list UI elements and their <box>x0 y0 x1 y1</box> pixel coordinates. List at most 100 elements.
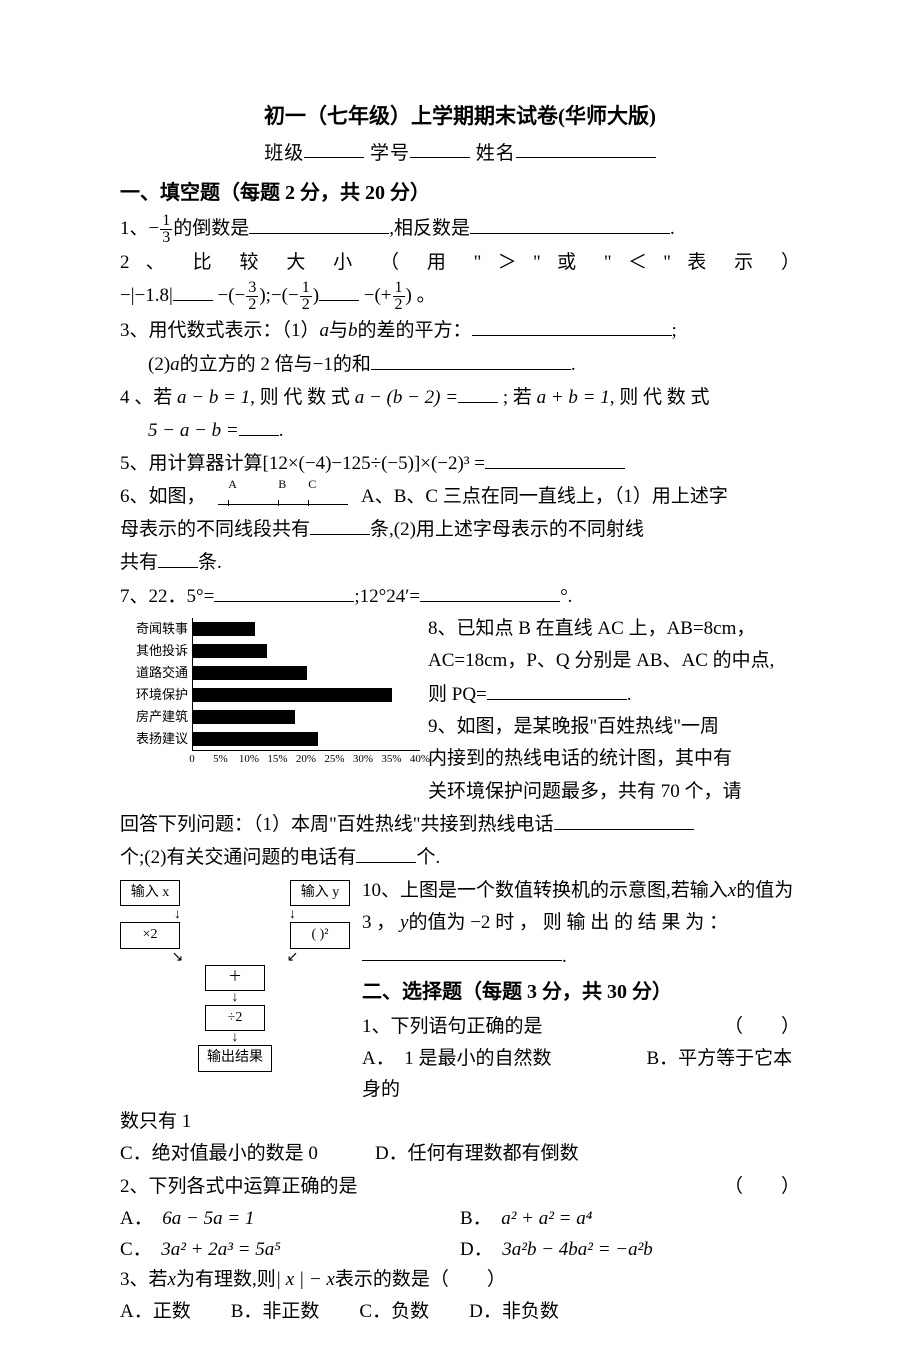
s2q1b2: 数只有 1 <box>120 1107 800 1137</box>
q9d: 回答下列问题：（1）本周"百姓热线"共接到热线电话 <box>120 809 800 840</box>
q7-blank2 <box>420 581 560 602</box>
q9e-end: 个. <box>416 847 440 868</box>
frac-num: 1 <box>160 213 172 230</box>
q10c-blank <box>362 941 562 962</box>
s2q2a-label: A． <box>120 1208 143 1229</box>
s2q2-row1: A． 6a − 5a = 1 B． a² + a² = a⁴ <box>120 1204 800 1234</box>
q3a-mid: 与 <box>329 320 348 341</box>
q6b: 母表示的不同线段共有条,(2)用上述字母表示的不同射线 <box>120 514 800 545</box>
line-point-label: A <box>228 475 237 494</box>
s2q3: 3、若x为有理数,则| x | − x表示的数是（ ） <box>120 1265 800 1295</box>
chart-bar-area <box>192 662 420 684</box>
chart-bar <box>193 644 267 658</box>
name-blank <box>516 138 656 159</box>
q6c: 共有条. <box>120 547 800 578</box>
q9c: 关环境保护问题最多，共有 70 个，请 <box>120 777 800 807</box>
chart-bar-area <box>192 728 420 750</box>
q2-period: 。 <box>417 285 436 306</box>
q7: 7、22．5°=;12°24′=°. <box>120 581 800 612</box>
var-a: a <box>320 320 330 341</box>
arrow-icon: ↙ <box>287 951 299 965</box>
fc-output: 输出结果 <box>198 1045 272 1071</box>
q10a-text: 10、上图是一个数值转换机的示意图,若输入 <box>362 880 728 901</box>
q6b-mid: 条,(2)用上述字母表示的不同射线 <box>370 519 644 540</box>
q4b-blank <box>239 415 279 436</box>
chart-bar <box>193 732 318 746</box>
n: 3 <box>246 280 258 297</box>
chart-tick: 5% <box>213 751 228 769</box>
q1-text-b: ,相反数是 <box>389 218 470 239</box>
q4b-expr: 5 − a − b = <box>148 420 239 441</box>
fc-input-x: 输入 x <box>120 880 180 906</box>
minus1: −1 <box>313 354 333 375</box>
chart-row: 奇闻轶事 <box>120 618 420 640</box>
fc-op2: ( )² <box>290 922 350 948</box>
var-x: x <box>728 880 736 901</box>
q4a-expr: a − (b − 2) = <box>355 387 458 408</box>
frac-1-2a: 12 <box>300 280 312 313</box>
chart-bar <box>193 666 307 680</box>
q6c-blank <box>158 547 198 568</box>
q4a-eq: a − b = 1 <box>177 387 250 408</box>
q4a-end: , 则 代 数 式 <box>610 387 710 408</box>
q9d-blank <box>554 809 694 830</box>
q2-blank1 <box>173 280 213 301</box>
q1-text-a: 的倒数是 <box>173 218 249 239</box>
student-info-line: 班级 学号 姓名 <box>120 138 800 169</box>
line-point-label: C <box>308 475 316 494</box>
chart-label: 环境保护 <box>120 685 192 706</box>
q2-blank2 <box>319 280 359 301</box>
q9e-text: 个;(2)有关交通问题的电话有 <box>120 847 356 868</box>
line-tick <box>308 500 309 506</box>
chart-tick: 0 <box>189 751 195 769</box>
q10b-a: 3 ， <box>362 912 400 933</box>
q2-expr2b: );−(− <box>259 285 298 306</box>
line-tick <box>228 500 229 506</box>
chart-label: 其他投诉 <box>120 641 192 662</box>
q3a-pre: 3、用代数式表示：（1） <box>120 320 320 341</box>
chart-row: 表扬建议 <box>120 728 420 750</box>
q8c-blank <box>487 679 627 700</box>
q5-expr: [12×(−4)−125÷(−5)]×(−2)³ = <box>263 453 486 474</box>
arrow-icon: ↓ <box>232 991 239 1005</box>
s2q2: 2、下列各式中运算正确的是 （ ） <box>120 1172 800 1202</box>
q2-expr2d: −(+ <box>364 285 392 306</box>
s2q3-mid: 为有理数,则 <box>176 1269 276 1290</box>
q3a-end: 的差的平方： <box>358 320 472 341</box>
fc-div: ÷2 <box>205 1005 265 1031</box>
q6a: 6、如图， ABC A、B、C 三点在同一直线上，（1）用上述字 <box>120 482 800 512</box>
chart-bar <box>193 688 392 702</box>
q5-blank <box>485 448 625 469</box>
line-diagram: ABC <box>218 489 348 505</box>
s2q2a-expr: 6a − 5a = 1 <box>162 1208 254 1229</box>
q1-num: 1、 <box>120 218 149 239</box>
s2q3-end: 表示的数是（ ） <box>335 1269 506 1290</box>
q7a-mid: ;12°24′= <box>354 586 420 607</box>
q1: 1、−13的倒数是,相反数是. <box>120 213 800 246</box>
frac-1-3: 13 <box>160 213 172 246</box>
d: 2 <box>300 297 312 313</box>
chart-bar-area <box>192 618 420 640</box>
s2q2-text: 2、下列各式中运算正确的是 <box>120 1176 358 1197</box>
q2-expr2a: −(− <box>218 285 246 306</box>
s2q2c-label: C． <box>120 1239 142 1260</box>
q1-blank2 <box>470 213 670 234</box>
fc-plus: ＋ <box>205 965 265 991</box>
section1-header: 一、填空题（每题 2 分，共 20 分） <box>120 177 800 209</box>
q10b-c: 时 ， 则 输 出 的 结 果 为 ： <box>495 912 728 933</box>
q7-blank1 <box>214 581 354 602</box>
q4a-mid: , 则 代 数 式 <box>250 387 355 408</box>
chart-tick: 35% <box>381 751 401 769</box>
q3b-pre: (2) <box>148 354 170 375</box>
chart-row: 道路交通 <box>120 662 420 684</box>
chart-axis: 05%10%15%20%25%30%35%40% <box>192 750 420 766</box>
arrow-icon: ↓ <box>232 1031 239 1045</box>
q3a-blank <box>472 315 672 336</box>
id-blank <box>410 138 470 159</box>
chart-row: 房产建筑 <box>120 706 420 728</box>
name-label: 姓名 <box>476 142 516 163</box>
s2q1-paren: （ ） <box>724 1012 800 1042</box>
chart-tick: 40% <box>410 751 430 769</box>
q4a-sc: ; 若 <box>498 387 537 408</box>
id-label: 学号 <box>370 142 410 163</box>
